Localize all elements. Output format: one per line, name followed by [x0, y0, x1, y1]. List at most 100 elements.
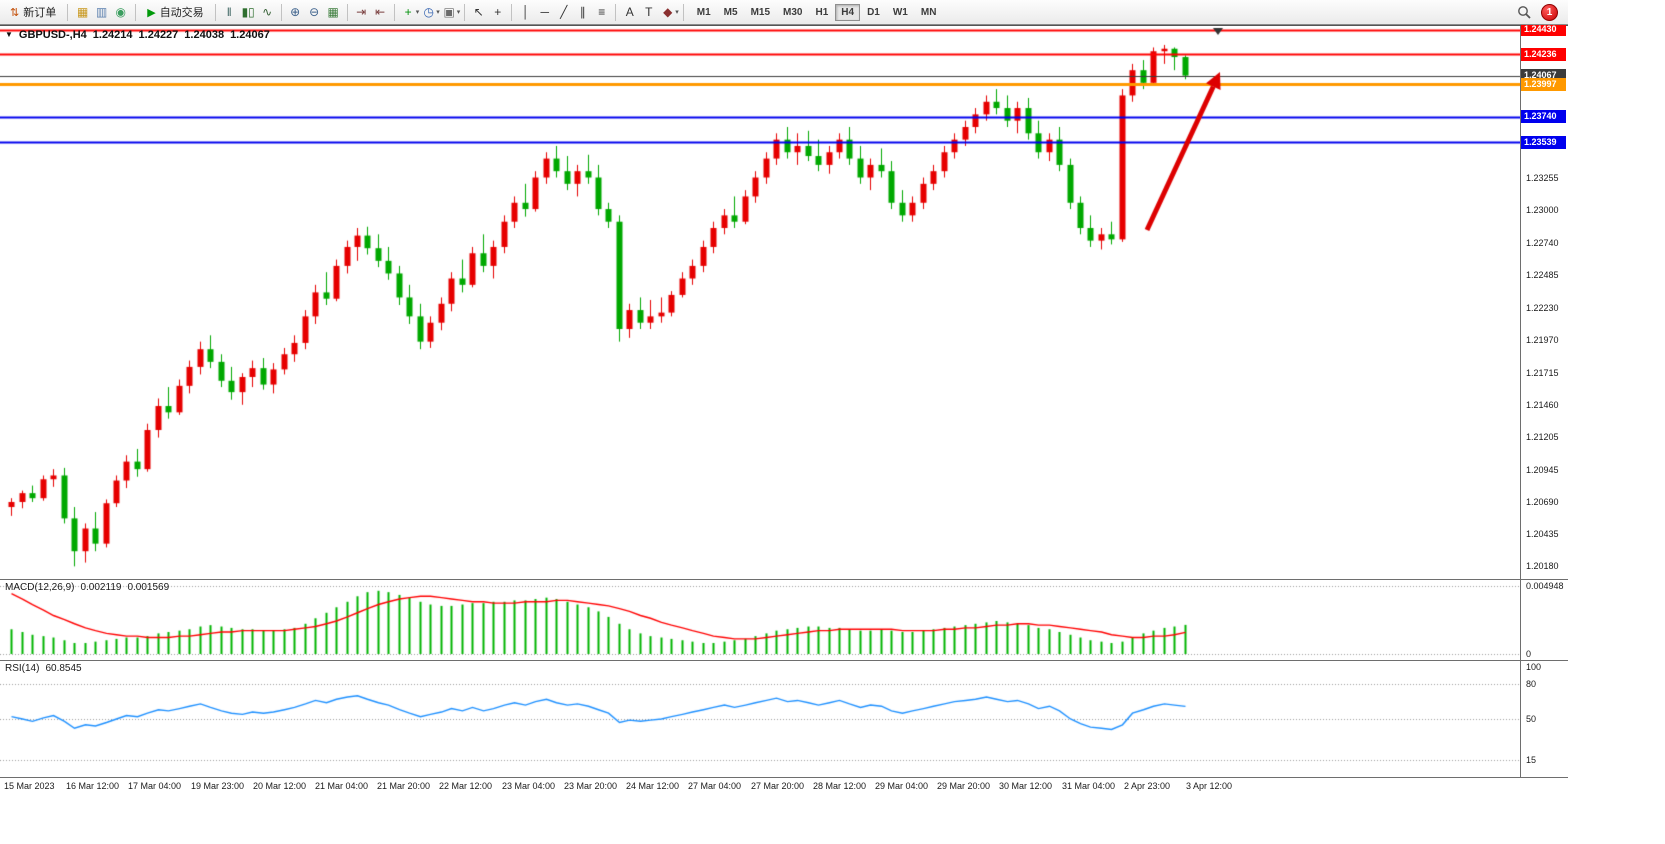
price-tick-label: 1.21460 [1526, 399, 1559, 410]
new-order-icon: ⇅ [10, 6, 20, 19]
vertical-line-icon[interactable]: │ [521, 5, 530, 19]
timeframe-button-M1[interactable]: M1 [691, 4, 717, 21]
macd-label: MACD(12,26,9) 0.002119 0.001569 [5, 582, 170, 593]
price-tick-label: 1.20435 [1526, 529, 1559, 540]
zoom-out-icon[interactable]: ⊖ [309, 5, 320, 19]
new-order-button[interactable]: ⇅ 新订单 [4, 3, 62, 21]
time-axis-label: 27 Mar 20:00 [751, 781, 805, 791]
time-axis-label: 20 Mar 12:00 [253, 781, 307, 791]
price-tick-label: 1.21970 [1526, 335, 1559, 346]
toolbar-separator [511, 3, 513, 21]
one-click-trading-icon[interactable]: ▼ [5, 30, 13, 39]
horizontal-line-icon[interactable]: ─ [540, 5, 549, 19]
indicators-add-icon-dropdown-caret[interactable]: ▾ [415, 9, 420, 16]
rsi-axis-label: 50 [1526, 714, 1537, 724]
macd-axis-label: 0 [1526, 649, 1532, 659]
rsi-axis-label: 80 [1526, 679, 1537, 690]
time-axis-label: 23 Mar 04:00 [502, 781, 556, 791]
toolbar-icon-group-left: ▦ ▥ ◉ [73, 3, 130, 22]
time-axis-label: 22 Mar 12:00 [439, 781, 493, 791]
toolbar-icon-group-main: ‖ ▮▯ ∿ ⊕ ⊖ ▦ ⇥ ⇤ + ▾ ◷ ▾ ▣ ▾ ↖ + │ ─ ╱ ∥ ≡ A T ◆ ▾ [211, 3, 688, 22]
price-tick-label: 1.20180 [1526, 561, 1559, 572]
toolbar-separator [346, 3, 348, 21]
timeframe-button-MN[interactable]: MN [915, 4, 943, 21]
rsi-axis-label: 15 [1526, 754, 1537, 765]
market-watch-icon[interactable]: ▦ [77, 5, 89, 19]
price-tick-label: 1.21715 [1526, 367, 1559, 378]
line-chart-icon[interactable]: ∿ [262, 5, 273, 19]
timeframe-button-D1[interactable]: D1 [861, 4, 886, 21]
bar-chart-icon[interactable]: ‖ [226, 5, 232, 19]
data-window-icon[interactable]: ▥ [96, 5, 108, 19]
time-axis-label: 24 Mar 12:00 [626, 781, 680, 791]
chart-low-value: 1.24038 [184, 29, 225, 41]
toolbar-separator [135, 3, 137, 21]
crosshair-icon[interactable]: + [494, 5, 502, 19]
timeframe-group: M1 M5 M15 M30 H1 H4 D1 W1 MN [691, 3, 943, 21]
navigator-icon[interactable]: ◉ [115, 5, 126, 19]
rsi-value: 60.8545 [45, 663, 82, 674]
macd-canvas[interactable] [0, 580, 1520, 660]
trendline-icon[interactable]: ╱ [560, 5, 568, 19]
tile-windows-icon[interactable]: ▦ [327, 5, 339, 19]
price-line-tag: 1.23997 [1521, 77, 1566, 91]
timeframe-button-H4[interactable]: H4 [835, 3, 861, 21]
time-axis-label: 15 Mar 2023 [4, 781, 55, 791]
shapes-icon[interactable]: ◆ [663, 5, 673, 19]
templates-icon-dropdown-caret[interactable]: ▾ [456, 9, 461, 16]
timeframe-button-H1[interactable]: H1 [809, 4, 834, 21]
rsi-pane: RSI(14) 60.8545 100 80 50 15 [0, 660, 1568, 777]
period-clock-icon-dropdown-caret[interactable]: ▾ [436, 9, 440, 16]
price-axis-border [1520, 26, 1521, 777]
fibonacci-icon[interactable]: ≡ [598, 5, 606, 19]
cursor-icon[interactable]: ↖ [473, 5, 484, 19]
autotrading-button[interactable]: ▶ 自动交易 [141, 3, 209, 21]
toolbar-separator [214, 3, 216, 21]
chart-shift-icon[interactable]: ⇤ [375, 5, 386, 19]
time-axis-label: 28 Mar 12:00 [813, 781, 867, 791]
time-axis-label: 21 Mar 20:00 [377, 781, 431, 791]
main-chart-pane: ▼ GBPUSD-,H4 1.24214 1.24227 1.24038 1.2… [0, 23, 1568, 579]
macd-signal-value: 0.001569 [127, 582, 170, 593]
price-tick-label: 1.21205 [1526, 431, 1559, 442]
autotrading-icon: ▶ [147, 6, 156, 19]
indicators-add-icon[interactable]: + [404, 5, 412, 19]
price-tick-label: 1.22740 [1526, 238, 1559, 249]
timeframe-button-M15[interactable]: M15 [745, 4, 776, 21]
price-line-tag: 1.24430 [1521, 23, 1566, 37]
rsi-canvas[interactable] [0, 661, 1520, 777]
rsi-axis-label: 100 [1526, 662, 1542, 672]
time-axis-label: 29 Mar 20:00 [937, 781, 991, 791]
auto-scroll-icon[interactable]: ⇥ [356, 5, 367, 19]
time-axis[interactable]: 15 Mar 2023 16 Mar 12:00 17 Mar 04:00 19 Ma… [0, 777, 1568, 794]
toolbar-right-group: 1 [1514, 3, 1564, 22]
toolbar-separator [464, 3, 466, 21]
candlestick-chart-icon[interactable]: ▮▯ [241, 5, 255, 19]
text-icon[interactable]: A [625, 5, 634, 19]
chart-high-value: 1.24227 [138, 29, 179, 41]
equidistant-channel-icon[interactable]: ∥ [579, 5, 586, 19]
time-axis-label: 17 Mar 04:00 [128, 781, 182, 791]
time-axis-label: 3 Apr 12:00 [1186, 781, 1233, 791]
shapes-icon-dropdown-caret[interactable]: ▾ [675, 9, 679, 16]
chart-window: ▼ GBPUSD-,H4 1.24214 1.24227 1.24038 1.2… [0, 23, 1568, 794]
text-label-icon[interactable]: T [645, 5, 653, 19]
price-line-tag: 1.24236 [1521, 47, 1566, 61]
zoom-in-icon[interactable]: ⊕ [290, 5, 301, 19]
timeframe-button-M5[interactable]: M5 [718, 4, 744, 21]
templates-icon[interactable]: ▣ [443, 5, 455, 19]
toolbar-separator [682, 3, 684, 21]
chart-close-value: 1.24067 [230, 29, 270, 41]
chart-title: ▼ GBPUSD-,H4 1.24214 1.24227 1.24038 1.2… [5, 29, 270, 41]
toolbar-separator [67, 3, 69, 21]
timeframe-button-W1[interactable]: W1 [887, 4, 914, 21]
search-icon[interactable] [1514, 3, 1533, 22]
price-chart-canvas[interactable] [0, 26, 1520, 579]
notification-badge[interactable]: 1 [1541, 3, 1558, 21]
chart-symbol-period: GBPUSD-,H4 [18, 29, 87, 41]
toolbar-separator [393, 3, 395, 21]
price-tick-label: 1.20945 [1526, 464, 1559, 475]
period-clock-icon[interactable]: ◷ [423, 5, 434, 19]
autotrading-label: 自动交易 [159, 7, 204, 19]
timeframe-button-M30[interactable]: M30 [777, 4, 808, 21]
